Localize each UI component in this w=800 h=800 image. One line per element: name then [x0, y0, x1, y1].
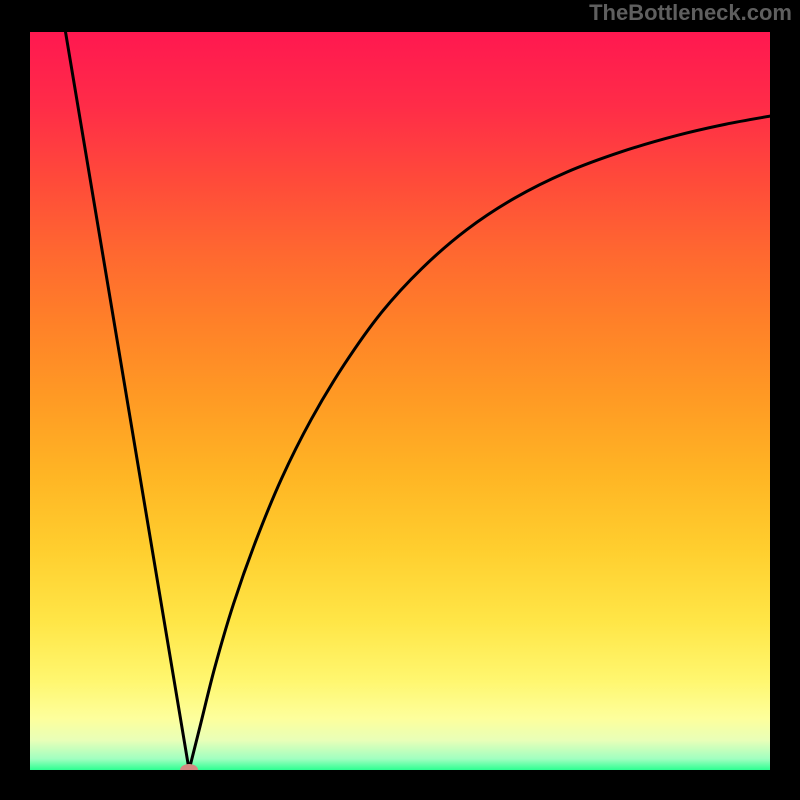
chart-background — [30, 32, 770, 770]
chart-container: TheBottleneck.com — [0, 0, 800, 800]
watermark-text: TheBottleneck.com — [589, 0, 792, 26]
bottleneck-chart — [0, 0, 800, 800]
